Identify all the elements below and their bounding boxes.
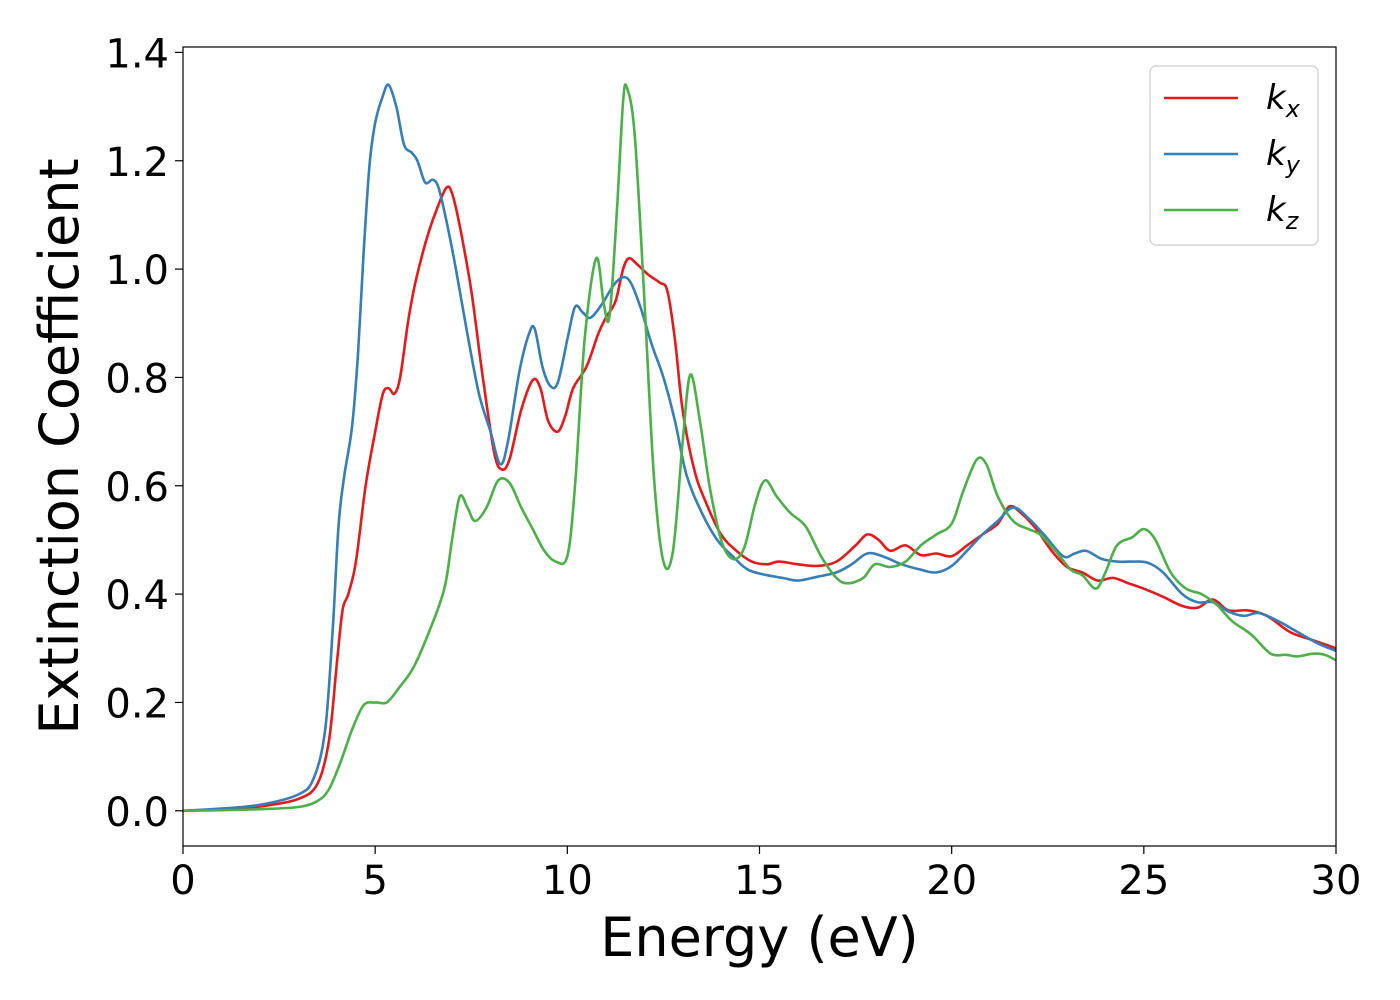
y-tick-label: 0.4: [105, 573, 169, 619]
x-tick-label: 20: [926, 858, 977, 904]
y-axis-title: Extinction Coefficient: [28, 158, 91, 734]
y-tick-label: 0.6: [105, 465, 169, 511]
x-tick-label: 30: [1311, 858, 1362, 904]
x-tick-label: 5: [362, 858, 387, 904]
legend-box: [1149, 65, 1319, 246]
legend-label-kx: kx: [1266, 78, 1301, 123]
series-line-ky: [183, 83, 1336, 813]
x-axis-ticks: 0 5 10 15 20 25 30: [170, 846, 1361, 904]
x-axis-title: Energy (eV): [600, 906, 919, 969]
y-tick-label: 1.4: [105, 31, 169, 77]
legend-label-base: k: [1266, 78, 1287, 118]
legend-label-ky: ky: [1266, 134, 1301, 179]
x-tick-label: 10: [542, 858, 593, 904]
series-line-kz: [183, 83, 1336, 813]
x-tick-label: 15: [734, 858, 785, 904]
legend-label-subscript: x: [1285, 95, 1301, 123]
legend-label-subscript: y: [1285, 151, 1301, 179]
x-tick-label: 0: [170, 858, 195, 904]
y-tick-label: 0.0: [105, 790, 169, 836]
x-tick-label: 25: [1118, 858, 1169, 904]
legend-label-kz: kz: [1266, 190, 1300, 235]
legend-label-base: k: [1266, 134, 1287, 174]
y-tick-label: 0.8: [105, 356, 169, 402]
y-tick-label: 1.0: [105, 248, 169, 294]
legend-label-base: k: [1266, 190, 1287, 230]
y-tick-label: 0.2: [105, 681, 169, 727]
series-layer: [183, 83, 1336, 813]
y-axis-ticks: 0.0 0.2 0.4 0.6 0.8 1.0 1.2 1.4: [105, 31, 183, 836]
y-tick-label: 1.2: [105, 140, 169, 186]
legend-label-subscript: z: [1285, 207, 1300, 235]
